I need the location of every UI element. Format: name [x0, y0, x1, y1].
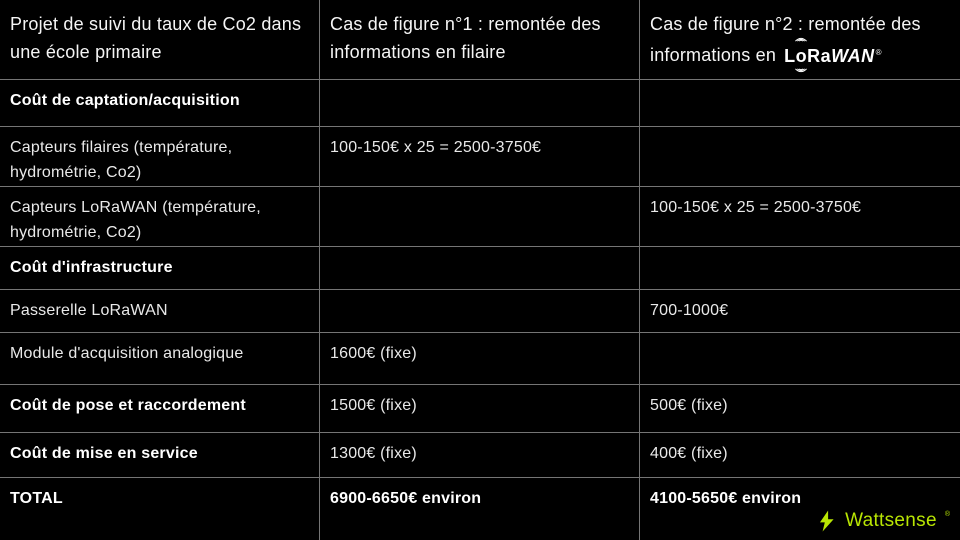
cell-capteurs-lorawan-case1: [320, 187, 639, 246]
column-header-case2: Cas de figure n°2 : remontée des informa…: [640, 0, 960, 79]
row-label-capteurs-filaires: Capteurs filaires (température, hydromét…: [0, 127, 319, 186]
lorawan-logo-o: o: [795, 37, 808, 73]
cell-passerelle-case1: [320, 290, 639, 332]
cell-total-case1: 6900-6650€ environ: [320, 478, 639, 540]
cell-infrastructure-case1: [320, 247, 639, 289]
cell-total-case2: 4100-5650€ environ: [640, 478, 960, 540]
cell-captation-case1: [320, 80, 639, 126]
cell-infrastructure-case2: [640, 247, 960, 289]
cell-capteurs-lorawan-case2: 100-150€ x 25 = 2500-3750€: [640, 187, 960, 246]
lorawan-logo-l: L: [784, 46, 796, 66]
cell-passerelle-case2: 700-1000€: [640, 290, 960, 332]
cell-pose-case2: 500€ (fixe): [640, 385, 960, 432]
cell-module-acquisition-case2: [640, 333, 960, 384]
column-header-case1: Cas de figure n°1 : remontée des informa…: [320, 0, 639, 79]
lorawan-logo-ra: Ra: [807, 46, 832, 66]
wattsense-logo: Wattsense ®: [816, 510, 950, 532]
cell-pose-case1: 1500€ (fixe): [320, 385, 639, 432]
cell-mise-en-service-case1: 1300€ (fixe): [320, 433, 639, 477]
row-label-captation: Coût de captation/acquisition: [0, 80, 319, 126]
cell-module-acquisition-case1: 1600€ (fixe): [320, 333, 639, 384]
cell-captation-case2: [640, 80, 960, 126]
row-label-infrastructure: Coût d'infrastructure: [0, 247, 319, 289]
row-label-pose: Coût de pose et raccordement: [0, 385, 319, 432]
row-label-module-acquisition: Module d'acquisition analogique: [0, 333, 319, 384]
registered-mark: ®: [944, 510, 950, 518]
lorawan-logo-wan: WAN: [831, 46, 875, 66]
cell-capteurs-filaires-case1: 100-150€ x 25 = 2500-3750€: [320, 127, 639, 186]
radio-waves-icon: [795, 68, 808, 73]
registered-mark: ®: [875, 48, 882, 57]
row-label-capteurs-lorawan: Capteurs LoRaWAN (température, hydrométr…: [0, 187, 319, 246]
column-header-case2-text: Cas de figure n°2 : remontée des informa…: [650, 14, 921, 65]
row-label-total: TOTAL: [0, 478, 319, 540]
column-header-project: Projet de suivi du taux de Co2 dans une …: [0, 0, 319, 79]
lightning-bolt-icon: [820, 510, 834, 532]
wattsense-logo-text: Wattsense: [845, 510, 937, 531]
radio-waves-icon: [795, 37, 808, 42]
cell-mise-en-service-case2: 400€ (fixe): [640, 433, 960, 477]
row-label-mise-en-service: Coût de mise en service: [0, 433, 319, 477]
cell-capteurs-filaires-case2: [640, 127, 960, 186]
row-label-passerelle: Passerelle LoRaWAN: [0, 290, 319, 332]
